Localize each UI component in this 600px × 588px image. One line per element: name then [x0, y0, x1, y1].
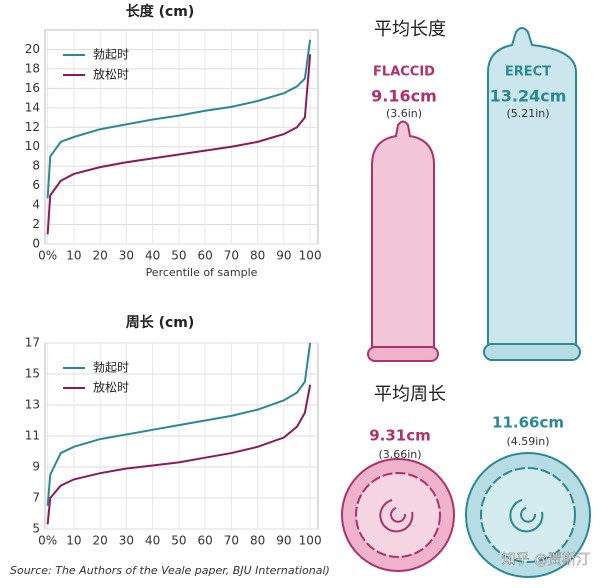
y-tick-label: 0: [32, 237, 40, 251]
flaccid-length: 9.16cm: [371, 87, 437, 106]
y-tick-label: 11: [25, 429, 40, 443]
x-tick-label: 50: [171, 249, 186, 263]
y-tick-label: 13: [25, 398, 40, 412]
erect-length-in: (5.21in): [506, 107, 549, 120]
x-tick-label: 100: [299, 249, 322, 263]
x-tick-label: 60: [197, 534, 212, 548]
x-tick-label: 70: [224, 534, 239, 548]
length-title: 平均长度: [374, 19, 446, 40]
legend-label: 勃起时: [93, 48, 129, 62]
erect-ring: [465, 452, 591, 578]
x-axis-label: Percentile of sample: [146, 266, 258, 279]
y-tick-label: 5: [32, 522, 40, 536]
erect-label: ERECT: [505, 65, 551, 80]
y-tick-label: 9: [32, 460, 40, 474]
y-tick-label: 10: [25, 139, 40, 153]
x-tick-label: 80: [250, 534, 265, 548]
x-tick-label: 30: [119, 249, 134, 263]
flaccid-condom: [367, 120, 439, 362]
legend-label: 勃起时: [93, 361, 129, 375]
y-tick-label: 15: [25, 367, 40, 381]
flaccid-girth-in: (3.66in): [378, 448, 421, 461]
erect-length: 13.24cm: [490, 87, 567, 106]
y-tick-label: 17: [25, 336, 40, 350]
chart-title: 周长 (cm): [126, 314, 195, 331]
x-tick-label: 40: [145, 249, 160, 263]
watermark: 知乎 @贾斯汀: [502, 551, 590, 568]
erect-girth-in: (4.59in): [506, 435, 549, 448]
chart-title: 长度 (cm): [126, 3, 195, 20]
y-tick-label: 12: [25, 120, 40, 134]
x-tick-label: 90: [276, 249, 291, 263]
erect-girth: 11.66cm: [492, 414, 564, 432]
line-series: [46, 54, 312, 235]
y-tick-label: 7: [32, 491, 40, 505]
x-tick-label: 90: [276, 534, 291, 548]
x-tick-label: 60: [197, 249, 212, 263]
flaccid-length-in: (3.6in): [386, 107, 422, 120]
line-series: [46, 384, 312, 525]
x-tick-label: 20: [92, 249, 107, 263]
y-tick-label: 8: [32, 159, 40, 173]
x-tick-label: 40: [145, 534, 160, 548]
legend-label: 放松时: [93, 380, 129, 395]
x-tick-label: 50: [171, 534, 186, 548]
x-tick-label: 100: [299, 534, 322, 548]
y-tick-label: 2: [32, 217, 40, 231]
x-tick-label: 20: [92, 534, 107, 548]
x-tick-label: 10: [66, 249, 81, 263]
erect-condom: [483, 27, 581, 361]
x-tick-label: 30: [119, 534, 134, 548]
x-tick-label: 80: [250, 249, 265, 263]
y-tick-label: 18: [25, 61, 40, 75]
y-tick-label: 14: [25, 100, 40, 114]
flaccid-label: FLACCID: [373, 65, 435, 80]
x-tick-label: 10: [66, 534, 81, 548]
x-tick-label: 0%: [38, 534, 57, 548]
y-tick-label: 20: [25, 42, 40, 56]
flaccid-girth: 9.31cm: [369, 427, 431, 445]
line-series: [46, 39, 312, 199]
girth-title: 平均周长: [374, 384, 446, 405]
legend-label: 放松时: [93, 67, 129, 82]
x-tick-label: 70: [224, 249, 239, 263]
y-tick-label: 6: [32, 178, 40, 192]
line-series: [46, 342, 312, 506]
source: Source: The Authors of the Veale paper, …: [10, 564, 330, 577]
y-tick-label: 4: [32, 198, 40, 212]
flaccid-ring: [341, 458, 455, 572]
y-tick-label: 16: [25, 81, 40, 95]
x-tick-label: 0%: [38, 249, 57, 263]
